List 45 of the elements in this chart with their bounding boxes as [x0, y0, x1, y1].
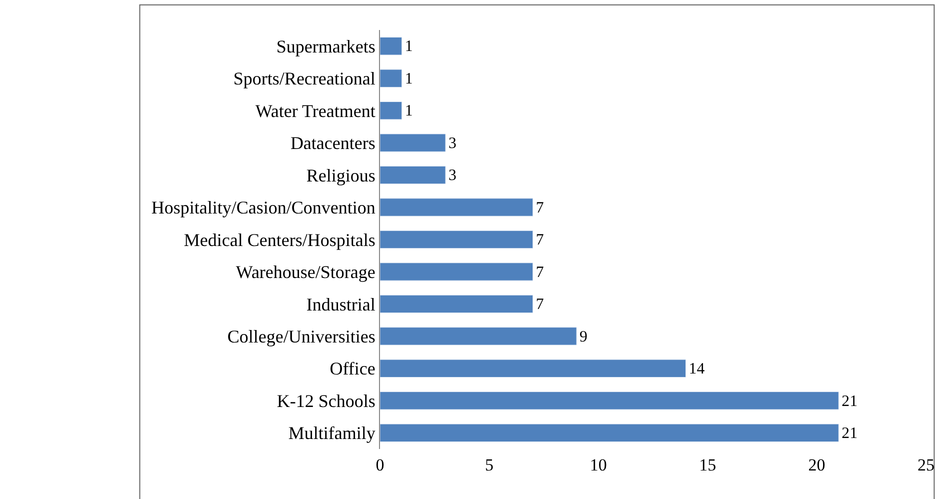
data-label: 7: [536, 264, 544, 281]
bar: [380, 166, 446, 184]
y-tick-label: Industrial: [306, 294, 376, 314]
bar: [380, 37, 402, 56]
data-label: 21: [842, 392, 858, 410]
y-tick-label: Office: [330, 358, 376, 379]
data-label: 1: [404, 102, 413, 120]
data-label: 1: [404, 70, 413, 88]
y-tick-label: Multifamily: [288, 423, 376, 444]
bar: [380, 327, 577, 346]
x-tick-label: 0: [376, 455, 384, 474]
y-tick-label: Water Treatment: [255, 100, 376, 121]
bar: [380, 230, 534, 249]
data-label: 14: [688, 360, 705, 378]
x-tick-label: 15: [699, 455, 716, 474]
bar: [380, 294, 534, 314]
data-label: 1: [404, 38, 413, 56]
x-tick-label: 5: [484, 455, 494, 474]
bar: [380, 392, 839, 410]
y-tick-label: College/Universities: [227, 326, 376, 346]
x-tick-label: 20: [808, 455, 826, 474]
data-label: 3: [448, 167, 457, 184]
y-tick-label: K-12 Schools: [276, 390, 376, 411]
bar: [380, 134, 446, 152]
y-tick-label: Warehouse/Storage: [236, 262, 376, 282]
bar: [380, 424, 839, 442]
data-label: 9: [580, 328, 588, 346]
y-tick-label: Sports/Recreational: [233, 68, 376, 89]
bar: [380, 198, 534, 216]
data-label: 3: [448, 134, 457, 152]
data-label: 7: [536, 296, 544, 314]
y-tick-label: Medical Centers/Hospitals: [184, 230, 376, 250]
data-label: 7: [536, 232, 544, 249]
y-tick-label: Supermarkets: [276, 36, 376, 56]
x-tick-label: 25: [918, 455, 934, 474]
x-tick-label: 10: [590, 455, 607, 474]
data-label: 7: [536, 199, 544, 216]
y-tick-label: Datacenters: [290, 133, 376, 154]
y-tick-label: Religious: [306, 165, 376, 186]
y-tick-label: Hospitality/Casion/Convention: [151, 198, 376, 218]
bar: [380, 101, 402, 120]
data-label: 21: [842, 425, 858, 442]
bar: [380, 359, 686, 378]
bar: [380, 262, 534, 281]
bar: [380, 69, 402, 88]
